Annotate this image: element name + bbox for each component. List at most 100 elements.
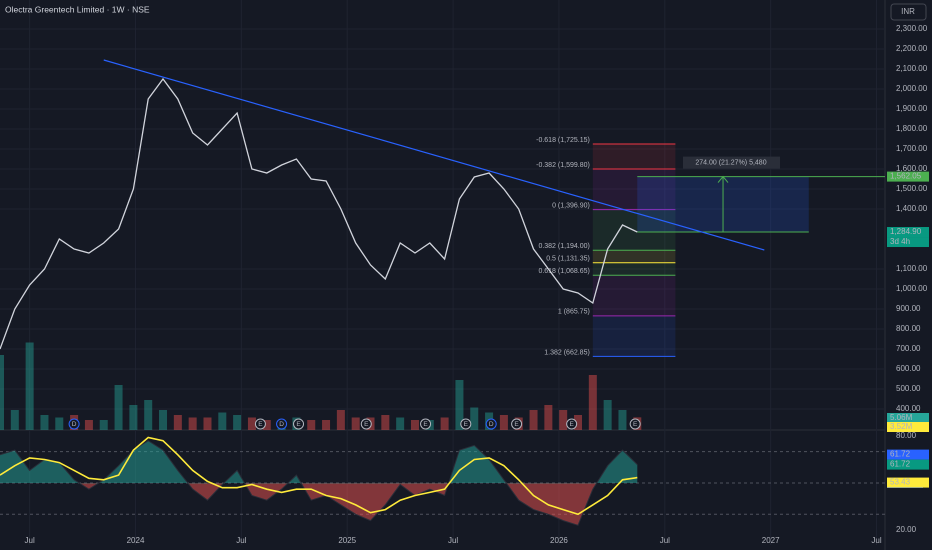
event-marker bbox=[566, 418, 578, 430]
currency-button[interactable] bbox=[890, 3, 927, 21]
fib-band bbox=[592, 143, 676, 170]
rsi-fill-up bbox=[0, 440, 638, 484]
y-tick-label: 1,700.00 bbox=[896, 144, 928, 153]
volume-bar bbox=[233, 415, 242, 430]
volume-bar bbox=[173, 415, 182, 430]
volume-bar bbox=[455, 380, 464, 430]
event-label: D bbox=[72, 421, 77, 428]
x-tick-label: 2026 bbox=[550, 536, 568, 545]
volume-bar bbox=[84, 420, 93, 430]
volume-bar bbox=[410, 420, 419, 430]
volume-bar bbox=[618, 410, 627, 430]
rsi-tag-a-box bbox=[887, 449, 929, 460]
event-marker bbox=[276, 418, 288, 430]
volume-bar bbox=[440, 417, 449, 430]
volume-bar bbox=[574, 415, 583, 430]
countdown-box bbox=[887, 237, 929, 248]
countdown: 3d 4h bbox=[890, 237, 910, 246]
volume-ma-tag: 3.52M bbox=[890, 422, 913, 431]
position-label: 274.00 (21.27%) 5,480 bbox=[695, 159, 766, 166]
volume-bar bbox=[218, 412, 227, 430]
fib-band bbox=[592, 315, 676, 357]
volume-bar bbox=[25, 342, 34, 430]
volume-bar bbox=[99, 420, 108, 430]
volume-bar bbox=[603, 400, 612, 430]
volume-bar bbox=[129, 405, 138, 430]
volume-bar bbox=[307, 420, 316, 430]
volume-bar bbox=[381, 415, 390, 430]
x-tick-label: Jul bbox=[236, 536, 246, 545]
rsi-tag-a: 61.72 bbox=[890, 450, 911, 459]
x-tick-label: 2025 bbox=[338, 536, 356, 545]
event-marker bbox=[511, 418, 523, 430]
y-tick-label: 500.00 bbox=[896, 384, 921, 393]
rsi-ma-tag: 53.43 bbox=[890, 478, 911, 487]
event-label: D bbox=[279, 421, 284, 428]
volume-bar bbox=[10, 410, 19, 430]
event-label: E bbox=[423, 421, 428, 428]
fib-label: 0.382 (1,194.00) bbox=[538, 243, 589, 250]
fib-label: 1 (865.75) bbox=[558, 309, 590, 316]
position-label-box bbox=[683, 156, 780, 169]
fib-label: 0 (1,396.90) bbox=[552, 202, 590, 209]
fib-band bbox=[592, 275, 676, 316]
volume-bar bbox=[247, 417, 256, 430]
volume-bar bbox=[544, 405, 553, 430]
volume-bar bbox=[159, 410, 168, 430]
fib-band bbox=[592, 169, 676, 210]
volume-bar bbox=[396, 417, 405, 430]
y-tick-label: 600.00 bbox=[896, 364, 921, 373]
event-label: E bbox=[514, 421, 519, 428]
volume-bar bbox=[499, 415, 508, 430]
rsi-tag-b-box bbox=[887, 459, 929, 470]
event-label: E bbox=[258, 421, 263, 428]
entry-tag-box bbox=[887, 227, 929, 238]
volume-bar bbox=[40, 415, 49, 430]
y-tick-label: 1,000.00 bbox=[896, 284, 928, 293]
y-tick-label: 2,100.00 bbox=[896, 64, 928, 73]
entry-tag: 1,284.90 bbox=[890, 227, 922, 236]
event-marker bbox=[360, 418, 372, 430]
y-tick-label: 400.00 bbox=[896, 404, 921, 413]
event-marker bbox=[629, 418, 641, 430]
x-tick-label: 2024 bbox=[127, 536, 145, 545]
rsi-tick-label: 20.00 bbox=[896, 525, 917, 534]
event-label: E bbox=[364, 421, 369, 428]
volume-bar bbox=[114, 385, 123, 430]
fib-label: -0.382 (1,599.80) bbox=[536, 162, 590, 169]
volume-bar bbox=[55, 417, 64, 430]
fib-label: -0.618 (1,725.15) bbox=[536, 137, 590, 144]
x-tick-label: Jul bbox=[25, 536, 35, 545]
event-label: E bbox=[296, 421, 301, 428]
x-tick-label: 2027 bbox=[762, 536, 780, 545]
event-marker bbox=[485, 418, 497, 430]
y-tick-label: 800.00 bbox=[896, 324, 921, 333]
y-tick-label: 2,000.00 bbox=[896, 84, 928, 93]
volume-bar bbox=[559, 410, 568, 430]
price-line bbox=[0, 77, 638, 350]
y-tick-label: 1,100.00 bbox=[896, 264, 928, 273]
volume-bar bbox=[470, 407, 479, 430]
y-tick-label: 1,400.00 bbox=[896, 204, 928, 213]
chart-title: Olectra Greentech Limited · 1W · NSE bbox=[5, 4, 150, 14]
event-label: E bbox=[464, 421, 469, 428]
event-marker bbox=[68, 418, 80, 430]
event-marker bbox=[420, 418, 432, 430]
volume-tag: 5.06M bbox=[890, 413, 913, 422]
volume-bar bbox=[588, 375, 597, 430]
currency[interactable]: INR bbox=[901, 7, 915, 16]
event-label: E bbox=[633, 421, 638, 428]
volume-bar bbox=[144, 400, 153, 430]
y-tick-label: 700.00 bbox=[896, 344, 921, 353]
y-tick-label: 900.00 bbox=[896, 304, 921, 313]
trendline bbox=[103, 59, 765, 251]
volume-bar bbox=[336, 410, 345, 430]
fib-band bbox=[592, 262, 676, 276]
target-tag-box bbox=[887, 171, 929, 182]
event-marker bbox=[460, 418, 472, 430]
x-tick-label: Jul bbox=[448, 536, 458, 545]
event-marker bbox=[254, 418, 266, 430]
y-tick-label: 2,200.00 bbox=[896, 44, 928, 53]
